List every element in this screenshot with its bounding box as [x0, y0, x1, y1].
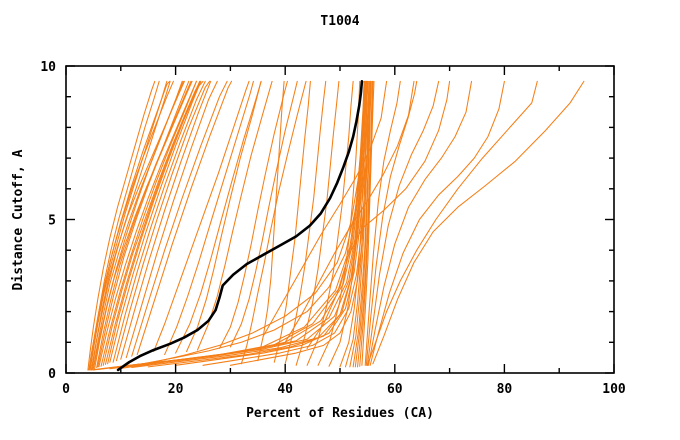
prediction-curve [97, 80, 190, 368]
prediction-curve [218, 80, 288, 349]
prediction-curve [365, 80, 418, 366]
prediction-curve [142, 80, 366, 365]
prediction-curve [89, 80, 171, 371]
prediction-curve [306, 80, 451, 349]
prediction-curve [92, 80, 184, 369]
prediction-curve [366, 80, 538, 366]
prediction-curve [229, 80, 372, 366]
x-tick-label: 40 [277, 382, 293, 397]
prediction-curve [229, 80, 298, 348]
prediction-curve [109, 80, 202, 363]
y-tick-label: 5 [48, 214, 56, 229]
prediction-curve [131, 80, 368, 368]
ticks-layer [65, 65, 615, 374]
y-tick-label: 0 [48, 367, 56, 382]
prediction-curve [153, 80, 366, 363]
prediction-curve [372, 80, 585, 365]
x-tick-label: 0 [62, 382, 70, 397]
prediction-curve [175, 80, 370, 366]
chart-title: T1004 [320, 14, 359, 29]
prediction-curve [98, 80, 197, 368]
prediction-curve [125, 80, 218, 359]
prediction-curve [240, 80, 307, 365]
prediction-curve [147, 80, 369, 368]
prediction-curve [354, 80, 372, 368]
prediction-curve [366, 80, 440, 366]
prediction-curve [107, 80, 204, 365]
prediction-curve [100, 80, 197, 367]
prediction-curve [96, 80, 192, 368]
y-tick-labels: 0 5 10 [40, 60, 56, 382]
x-axis-label: Percent of Residues (CA) [246, 406, 434, 421]
y-axis-label: Distance Cutoff, A [11, 149, 26, 290]
prediction-curve [364, 80, 401, 366]
prediction-curve [369, 80, 505, 366]
curves-layer [87, 80, 585, 372]
prediction-curve [112, 80, 206, 363]
prediction-curve [361, 80, 375, 366]
prediction-curve [136, 80, 233, 356]
prediction-curve [284, 80, 415, 343]
prediction-curve [262, 80, 388, 337]
prediction-curve [131, 80, 228, 357]
prediction-curve [202, 80, 371, 366]
prediction-curve [175, 80, 262, 354]
prediction-curve [284, 80, 327, 365]
prediction-curve [87, 80, 156, 371]
reference-curve [116, 80, 364, 372]
x-tick-label: 80 [497, 382, 513, 397]
prediction-curve [164, 80, 254, 356]
x-tick-labels: 0 20 40 60 80 100 [62, 382, 626, 397]
prediction-curve [273, 80, 311, 363]
x-tick-label: 100 [602, 382, 626, 397]
prediction-curve [153, 80, 250, 353]
x-tick-label: 60 [387, 382, 403, 397]
prediction-curve [120, 80, 212, 360]
prediction-curve [115, 80, 211, 362]
prediction-curve [295, 80, 340, 366]
prediction-curve [367, 80, 473, 366]
prediction-curve [257, 80, 285, 362]
x-tick-label: 20 [168, 382, 184, 397]
y-tick-label: 10 [40, 60, 56, 75]
prediction-curve [357, 80, 373, 368]
prediction-curve [186, 80, 262, 353]
prediction-curve [104, 80, 202, 365]
